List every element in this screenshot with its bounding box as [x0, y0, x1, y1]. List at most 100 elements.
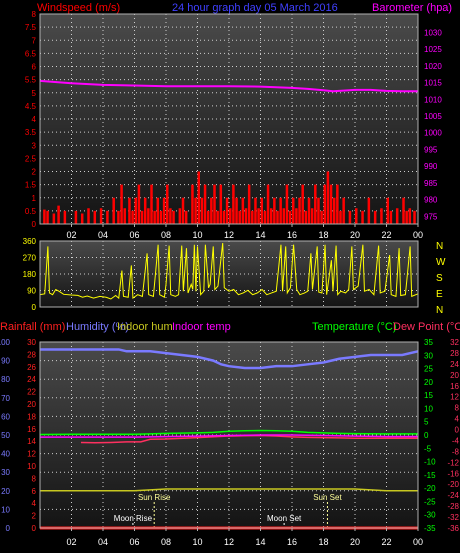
- wind-speed-axis: 0 0.5 1 1.5 2 2.5 3 3.5 4 4.5 5 5.5 6 6.5 7 7.5 8: [25, 10, 37, 229]
- wind-gust-bar: [389, 210, 393, 224]
- wind-gust-bar: [80, 213, 84, 224]
- hour-tick-label: 06: [129, 537, 139, 547]
- temperature-tick-label: -35: [424, 524, 436, 533]
- rainfall-tick-label: 30: [27, 338, 36, 347]
- temperature-tick-label: -25: [424, 497, 436, 506]
- dewpoint-tick-label: -16: [447, 469, 459, 478]
- wind-gust-bar: [194, 197, 197, 224]
- humidity-tick-label: 60: [1, 412, 10, 421]
- moon-marker-label: Moon Set: [267, 514, 302, 523]
- wind-gust-bar: [206, 210, 210, 224]
- direction-tick-label: 90: [27, 287, 36, 296]
- wind-speed-tick-label: 5: [32, 89, 37, 98]
- humidity-tick-label: 50: [1, 431, 10, 440]
- temperature-tick-label: -20: [424, 484, 436, 493]
- wind-speed-tick-label: 8: [32, 10, 37, 19]
- barometer-tick-label: 990: [424, 162, 438, 171]
- hour-tick-label: 16: [287, 230, 297, 240]
- wind-gust-bar: [197, 171, 200, 224]
- hour-tick-label: 12: [224, 537, 234, 547]
- wind-gust-bar: [112, 197, 115, 224]
- wind-gust-bar: [320, 210, 323, 224]
- wind-gust-bar: [166, 184, 169, 224]
- dewpoint-tick-label: 8: [455, 404, 460, 413]
- wind-gust-bar: [323, 184, 326, 224]
- barometer-axis-title: Barometer (hpa): [372, 2, 452, 14]
- hour-tick-label: 20: [350, 230, 360, 240]
- compass-label: W: [436, 257, 446, 268]
- humidity-tick-label: 70: [1, 394, 10, 403]
- moon-marker-label: Moon Rise: [114, 514, 153, 523]
- hour-tick-label: 10: [192, 230, 202, 240]
- direction-tick-label: 360: [23, 237, 37, 246]
- wind-gust-bar: [123, 208, 126, 224]
- hour-tick-label: 06: [129, 230, 139, 240]
- climate-panel-hour-axis: 02 04 06 08 10 12 14 16 18 20 22 00: [66, 528, 423, 547]
- temperature-tick-label: -5: [424, 444, 432, 453]
- wind-gust-bar: [184, 210, 188, 224]
- dewpoint-tick-label: -28: [447, 502, 459, 511]
- rainfall-tick-label: 20: [27, 400, 36, 409]
- hour-tick-label: 18: [318, 230, 328, 240]
- dewpoint-tick-label: 28: [450, 349, 459, 358]
- temperature-tick-label: 15: [424, 391, 433, 400]
- wind-gust-bar: [269, 208, 273, 224]
- wind-gust-bar: [120, 184, 123, 224]
- wind-gust-bar: [254, 197, 257, 224]
- rainfall-tick-label: 16: [27, 425, 36, 434]
- wind-speed-tick-label: 0: [32, 220, 37, 229]
- temperature-tick-label: -30: [424, 511, 436, 520]
- direction-tick-label: 0: [32, 303, 37, 312]
- rainfall-tick-label: 0: [32, 524, 37, 533]
- wind-panel-grid: [40, 14, 418, 224]
- dewpoint-tick-label: -8: [452, 447, 460, 456]
- wind-gust-bar: [181, 197, 185, 224]
- direction-tick-label: 270: [23, 254, 37, 263]
- wind-speed-tick-label: 7.5: [25, 23, 37, 32]
- wind-gust-bar: [257, 208, 260, 224]
- barometer-tick-label: 1005: [424, 112, 442, 121]
- barometer-tick-label: 1020: [424, 62, 442, 71]
- sun-marker-label: Sun Rise: [138, 493, 171, 502]
- temperature-axis-title: Temperature (°C): [312, 321, 396, 333]
- barometer-tick-label: 975: [424, 212, 438, 221]
- barometer-tick-label: 1025: [424, 45, 442, 54]
- wind-gust-bar: [413, 210, 416, 224]
- humidity-tick-label: 20: [1, 487, 10, 496]
- dewpoint-tick-label: 16: [450, 382, 459, 391]
- wind-gust-bar: [216, 210, 219, 224]
- temperature-tick-label: 0: [424, 431, 429, 440]
- wind-gust-bar: [87, 208, 90, 224]
- temperature-tick-label: 35: [424, 338, 433, 347]
- wind-gust-bar: [74, 210, 78, 224]
- temperature-tick-label: 20: [424, 378, 433, 387]
- dewpoint-tick-label: -24: [447, 491, 459, 500]
- humidity-tick-label: 10: [1, 505, 10, 514]
- hour-tick-label: 02: [66, 537, 76, 547]
- wind-gust-bar: [348, 210, 352, 224]
- wind-speed-tick-label: 4.5: [25, 102, 37, 111]
- wind-gust-bar: [329, 184, 333, 224]
- humidity-line: [40, 348, 419, 370]
- wind-gust-bar: [336, 184, 339, 224]
- wind-gust-bar: [203, 184, 207, 224]
- hour-tick-label: 20: [350, 537, 360, 547]
- barometer-tick-label: 995: [424, 145, 438, 154]
- wind-speed-tick-label: 4: [32, 115, 37, 124]
- wind-gust-bar: [93, 210, 97, 224]
- wind-gust-bar: [285, 184, 289, 224]
- hour-tick-label: 00: [413, 537, 423, 547]
- wind-gust-bar: [361, 210, 364, 224]
- dewpoint-tick-label: -4: [452, 436, 460, 445]
- temperature-tick-label: 10: [424, 404, 433, 413]
- wind-gust-bar: [355, 208, 358, 224]
- wind-gust-bar: [229, 208, 232, 224]
- hour-tick-label: 14: [255, 537, 265, 547]
- hour-tick-label: 16: [287, 537, 297, 547]
- wind-gust-bar: [266, 184, 270, 224]
- wind-gust-bar: [301, 184, 304, 224]
- wind-gust-bar: [219, 184, 223, 224]
- wind-gust-bar: [373, 210, 377, 224]
- compass-label: N: [436, 241, 443, 252]
